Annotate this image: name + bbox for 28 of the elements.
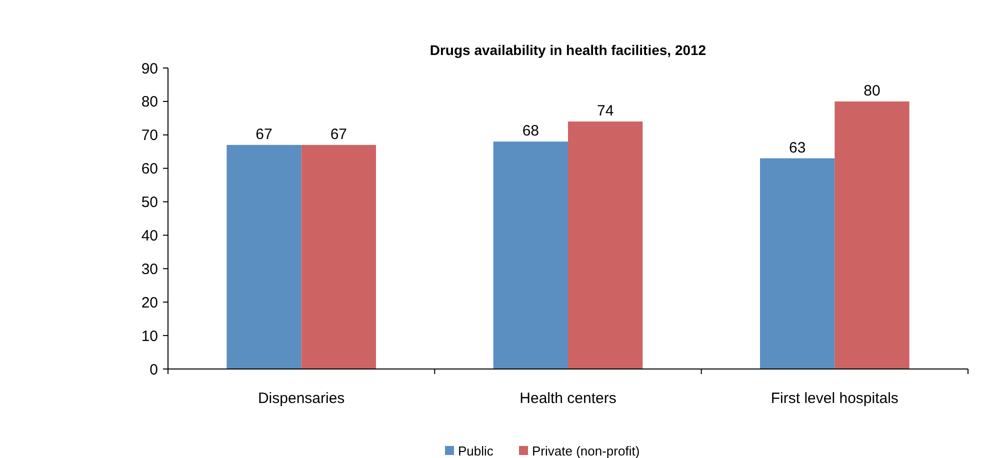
y-tick-label: 10 bbox=[141, 328, 158, 345]
legend-label: Private (non-profit) bbox=[532, 444, 640, 458]
y-tick-label: 90 bbox=[141, 60, 158, 78]
data-label: 67 bbox=[330, 126, 348, 143]
data-label: 63 bbox=[788, 139, 806, 156]
data-label: 74 bbox=[596, 102, 614, 120]
bar bbox=[301, 144, 376, 369]
bar bbox=[493, 142, 568, 369]
data-label: 68 bbox=[522, 122, 540, 140]
bar bbox=[834, 101, 910, 369]
x-tick-label: Dispensaries bbox=[258, 390, 345, 407]
y-tick-label: 70 bbox=[141, 127, 158, 144]
bar bbox=[568, 122, 643, 369]
y-tick-label: 30 bbox=[141, 260, 158, 278]
y-tick-label: 50 bbox=[141, 194, 158, 212]
bar bbox=[760, 158, 835, 369]
data-label: 67 bbox=[256, 126, 272, 143]
chart-title: Drugs availability in health facilities, 2012 bbox=[430, 42, 706, 58]
y-tick-label: 60 bbox=[141, 160, 158, 178]
y-tick-label: 80 bbox=[141, 94, 158, 111]
legend-label: Public bbox=[458, 444, 494, 458]
y-tick-label: 20 bbox=[141, 294, 158, 312]
y-tick-label: 40 bbox=[141, 227, 158, 244]
x-tick-label: Health centers bbox=[520, 390, 616, 407]
x-tick-label: First level hospitals bbox=[770, 390, 898, 407]
y-tick-label: 0 bbox=[150, 361, 158, 378]
data-label: 80 bbox=[864, 82, 880, 100]
bar bbox=[226, 144, 302, 369]
